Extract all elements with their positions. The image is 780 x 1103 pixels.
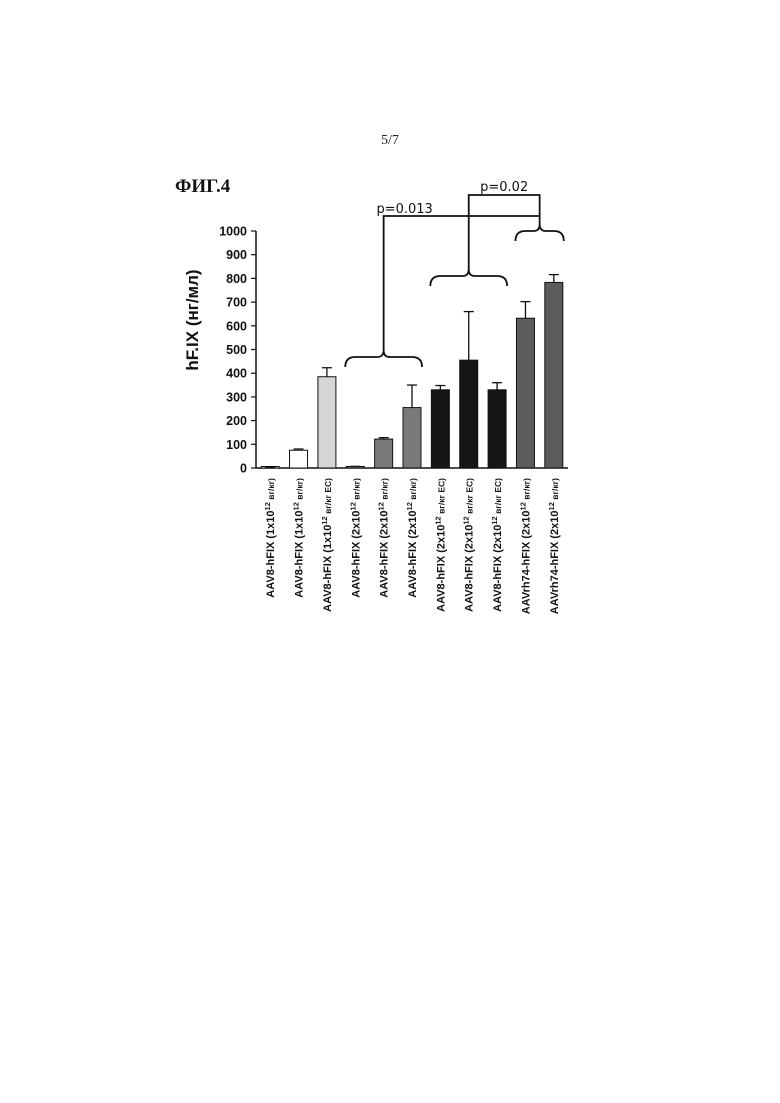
y-tick-label: 800	[226, 272, 247, 286]
bar	[375, 439, 393, 468]
x-tick-label: AAV8-hFIX (2x1012 вг/кг)	[377, 478, 391, 598]
brace-group-aavrh74	[515, 224, 563, 241]
p-value-label: p=0.013	[376, 202, 432, 217]
x-tick-label: AAV8-hFIX (1x1012 вг/кг)	[263, 478, 277, 598]
y-tick-label: 1000	[219, 225, 247, 239]
bar	[516, 318, 534, 468]
bar	[488, 390, 506, 468]
significance-line-p002	[469, 195, 540, 269]
y-tick-label: 900	[226, 248, 247, 262]
x-tick-label: AAV8-hFIX (2x1012 вг/кг EC)	[433, 478, 447, 612]
y-tick-label: 700	[226, 296, 247, 310]
x-tick-label: AAV8-hFIX (2x1012 вг/кг EC)	[462, 478, 476, 612]
x-tick-label: AAV8-hFIX (2x1012 вг/кг)	[405, 478, 419, 598]
x-tick-label: AAV8-hFIX (1x1012 вг/кг EC)	[320, 478, 334, 612]
p-value-label: p=0.02	[480, 180, 528, 195]
x-tick-label: AAV8-hFIX (1x1012 вг/кг)	[292, 478, 306, 598]
bar	[460, 360, 478, 468]
x-tick-label: AAVrh74-hFIX (2x1012 вг/кг)	[518, 478, 532, 614]
y-tick-label: 200	[226, 414, 247, 428]
brace-group-2x10-ec	[430, 269, 507, 286]
x-tick-label: AAVrh74-hFIX (2x1012 вг/кг)	[547, 478, 561, 614]
x-tick-label: AAV8-hFIX (2x1012 вг/кг EC)	[490, 478, 504, 612]
y-tick-label: 600	[226, 319, 247, 333]
y-tick-label: 300	[226, 390, 247, 404]
y-tick-label: 500	[226, 343, 247, 357]
bar	[290, 450, 308, 468]
x-tick-label: AAV8-hFIX (2x1012 вг/кг)	[348, 478, 362, 598]
bar	[545, 282, 563, 468]
brace-group-2x10-low	[345, 350, 422, 367]
y-tick-label: 400	[226, 367, 247, 381]
y-tick-label: 0	[240, 462, 247, 476]
y-tick-label: 100	[226, 438, 247, 452]
bar	[318, 377, 336, 468]
bar	[403, 408, 421, 468]
y-axis-label: hF.IX (нг/мл)	[183, 269, 202, 370]
bar	[431, 390, 449, 468]
